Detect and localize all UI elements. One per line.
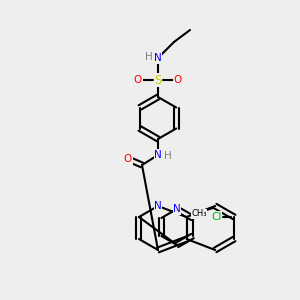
Text: H: H <box>164 151 172 161</box>
Text: Cl: Cl <box>211 212 221 222</box>
Text: O: O <box>124 154 132 164</box>
Text: O: O <box>134 75 142 85</box>
Text: N: N <box>154 201 162 211</box>
Text: H: H <box>145 52 153 62</box>
Text: CH₃: CH₃ <box>191 209 207 218</box>
Text: N: N <box>154 53 162 63</box>
Text: O: O <box>174 75 182 85</box>
Text: N: N <box>173 204 181 214</box>
Text: N: N <box>154 150 162 160</box>
Text: S: S <box>154 74 162 86</box>
